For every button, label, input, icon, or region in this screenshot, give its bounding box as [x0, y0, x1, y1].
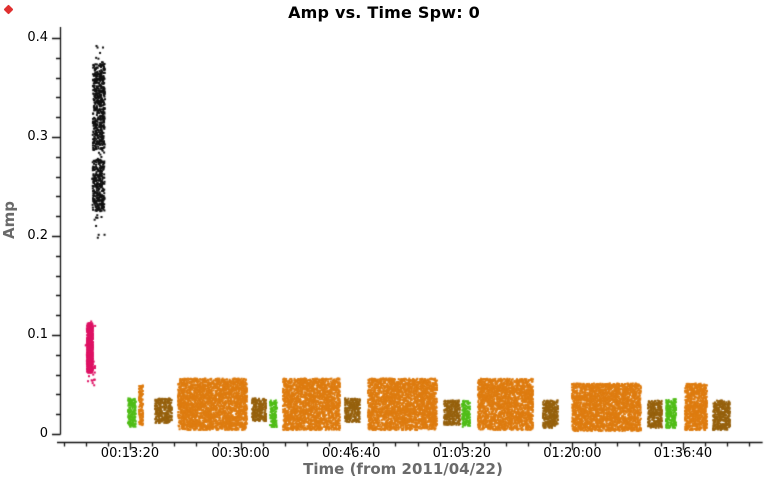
- y-tick-label: 0.3: [27, 129, 48, 144]
- x-tick-label: 01:03:20: [432, 446, 491, 461]
- x-tick-label: 01:36:40: [653, 446, 713, 461]
- x-axis-label: Time (from 2011/04/22): [303, 460, 503, 478]
- y-tick-label: 0.4: [27, 30, 48, 45]
- y-tick-label: 0.1: [27, 327, 48, 342]
- y-tick-label: 0.2: [27, 228, 48, 243]
- x-tick-label: 00:46:40: [321, 446, 381, 461]
- y-tick-label: 0: [39, 426, 48, 441]
- x-tick-label: 00:13:20: [100, 446, 160, 461]
- x-tick-label: 00:30:00: [211, 446, 270, 461]
- plot-title: Amp vs. Time Spw: 0: [288, 3, 480, 22]
- x-tick-label: 01:20:00: [543, 446, 602, 461]
